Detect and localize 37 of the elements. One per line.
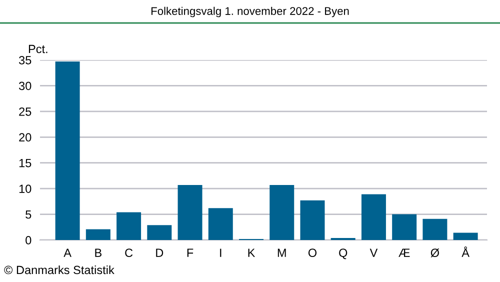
- text: © Danmarks Statistik: [4, 265, 114, 274]
- y-tick-label: 5: [26, 210, 32, 219]
- x-tick-label: I: [220, 248, 222, 257]
- x-tick-label: D: [156, 248, 164, 257]
- bar: [55, 62, 80, 240]
- y-tick-label: 25: [19, 107, 32, 116]
- bar: [453, 232, 478, 240]
- x-tick-label: O: [308, 248, 317, 258]
- chart-title: Folketingsvalg 1. november 2022 - Byen: [151, 6, 349, 18]
- y-tick-label: 35: [18, 56, 32, 64]
- bar: [270, 184, 294, 240]
- x-tick-label: K: [248, 248, 256, 257]
- bar: [116, 212, 142, 240]
- bar: [361, 194, 386, 240]
- x-tick-label: F: [187, 248, 194, 257]
- x-tick-label: Q: [339, 248, 348, 260]
- x-tick-label: Ø: [430, 248, 440, 258]
- y-axis-title: Pct.: [28, 44, 48, 54]
- bar: [147, 225, 172, 240]
- bar: [300, 200, 325, 240]
- y-tick-label: 30: [18, 82, 32, 90]
- y-tick-label: 0: [26, 236, 32, 244]
- bar: [208, 208, 233, 240]
- x-tick-label: M: [278, 248, 286, 257]
- y-tick-label: 10: [19, 184, 32, 193]
- y-tick-label: 20: [19, 133, 32, 142]
- bar: [392, 214, 417, 240]
- y-tick-label: 15: [19, 159, 32, 168]
- x-tick-label: A: [64, 248, 72, 257]
- x-tick-label: V: [370, 248, 378, 257]
- x-tick-label: Æ: [398, 248, 410, 257]
- x-tick-label: Å: [462, 246, 470, 257]
- x-tick-label: B: [95, 248, 102, 257]
- bar: [86, 229, 110, 240]
- bar: [178, 184, 202, 240]
- bar: [422, 218, 448, 240]
- x-tick-label: C: [125, 248, 133, 258]
